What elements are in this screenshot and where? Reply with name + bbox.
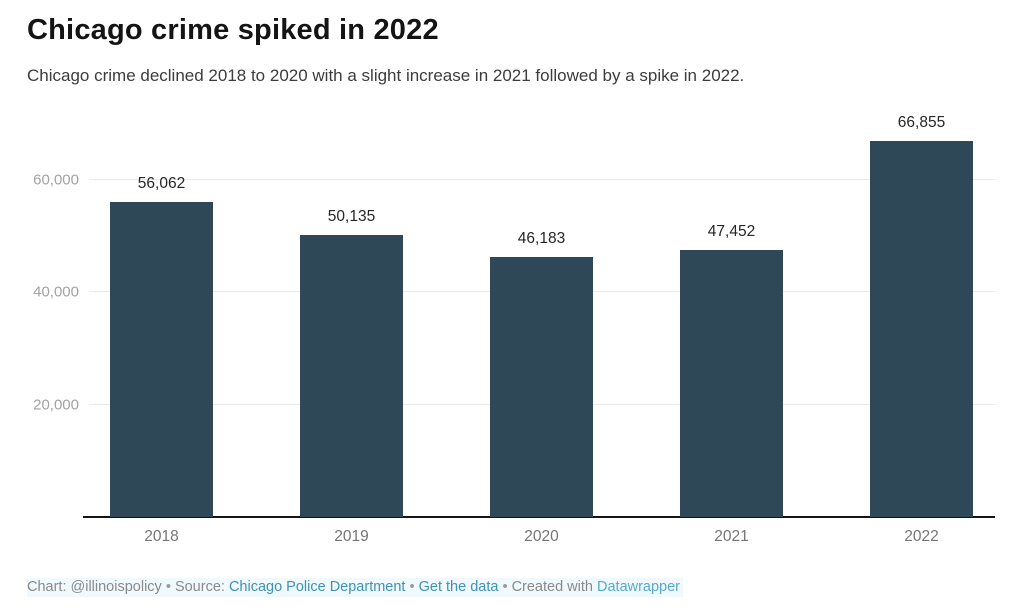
- y-axis-tick-label: 20,000: [33, 396, 79, 413]
- bar-2021: [680, 250, 783, 517]
- plot-area: 20,000 40,000 60,000 56,062 2018 50,135 2019 46…: [33, 114, 995, 545]
- bar-2022: [870, 140, 973, 517]
- footer-separator: •: [502, 579, 508, 595]
- get-data-link[interactable]: Get the data: [418, 579, 499, 595]
- bar-value-label: 47,452: [707, 223, 756, 241]
- footer-separator: •: [165, 579, 171, 595]
- footer-separator: •: [409, 579, 415, 595]
- gridline: [89, 178, 995, 180]
- chart-subtitle: Chicago crime declined 2018 to 2020 with…: [27, 66, 745, 85]
- bar-2019: [300, 235, 403, 517]
- source-link[interactable]: Chicago Police Department: [228, 579, 406, 595]
- bar-2020: [490, 257, 593, 517]
- x-axis-tick-label: 2021: [714, 528, 749, 545]
- y-axis-tick-label: 40,000: [33, 283, 79, 301]
- x-axis-tick-label: 2018: [144, 528, 179, 545]
- chart-credit: Chart: @illinoispolicy: [27, 579, 162, 595]
- footer-attribution: Chart: @illinoispolicy • Source: Chicago…: [27, 578, 684, 597]
- x-axis-line: [83, 516, 995, 518]
- bar-value-label: 50,135: [327, 208, 376, 225]
- source-label: Source:: [174, 579, 225, 595]
- bar-value-label: 66,855: [897, 113, 946, 131]
- datawrapper-link[interactable]: Datawrapper: [597, 579, 681, 595]
- x-axis-tick-label: 2019: [334, 528, 369, 545]
- y-axis-tick-label: 60,000: [33, 171, 79, 188]
- bar-2018: [110, 201, 213, 517]
- chart-title: Chicago crime spiked in 2022: [27, 14, 439, 46]
- created-with-label: Created with: [511, 579, 593, 595]
- bar-value-label: 56,062: [137, 174, 186, 192]
- bar-value-label: 46,183: [517, 230, 566, 248]
- x-axis-tick-label: 2022: [904, 528, 939, 545]
- x-axis-tick-label: 2020: [524, 528, 559, 545]
